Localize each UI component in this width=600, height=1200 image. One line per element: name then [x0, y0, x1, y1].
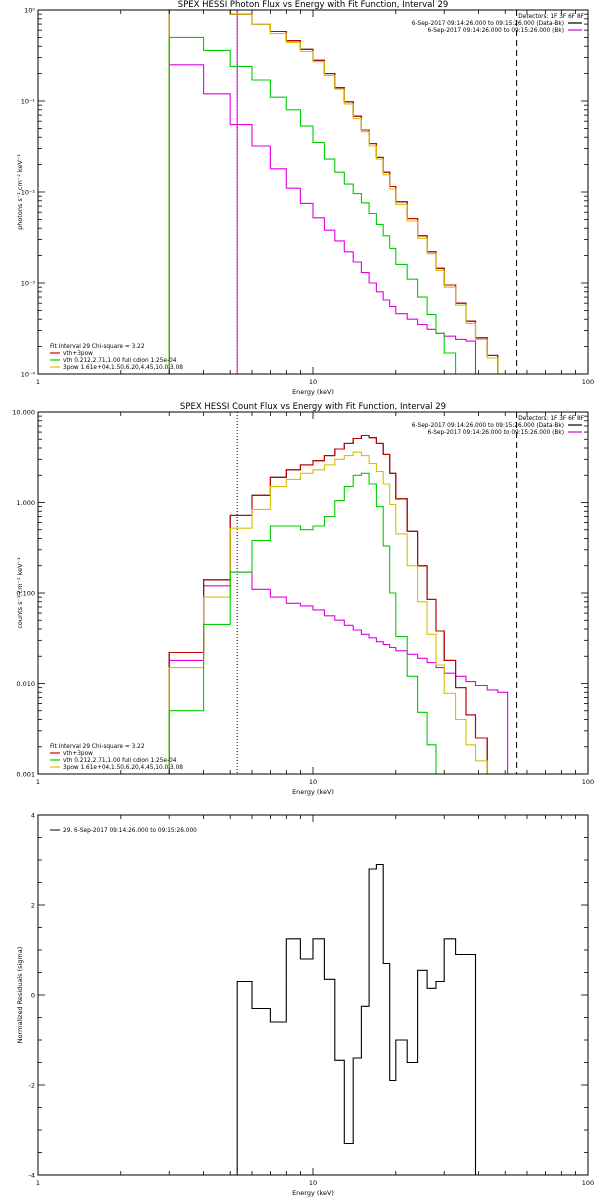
legend-label: 3pow 1.61e+04,1.50,6.20,4.45,10.0,3.08 [63, 365, 183, 371]
chart-title: SPEX HESSI Photon Flux vs Energy with Fi… [178, 0, 449, 10]
chart-title: SPEX HESSI Count Flux vs Energy with Fit… [180, 402, 446, 412]
y-tick-label: 2 [31, 902, 35, 910]
x-tick-label: 1 [36, 378, 40, 386]
y-tick-label: 10.000 [12, 409, 35, 417]
y-tick-label: 0.010 [16, 680, 35, 688]
x-tick-label: 10 [309, 1179, 317, 1187]
y-tick-label: 0.001 [16, 771, 35, 779]
detectors-label: Detectors: 1F 3F 6F 8F [518, 416, 584, 422]
x-tick-label: 100 [582, 378, 594, 386]
legend-label: vth+3pow [63, 351, 93, 357]
y-tick-label: 10⁻¹ [21, 98, 36, 106]
chart-panel-1: SPEX HESSI Photon Flux vs Energy with Fi… [16, 0, 594, 396]
x-tick-label: 10 [309, 378, 317, 386]
x-axis-label: Energy (keV) [292, 788, 334, 796]
x-tick-label: 100 [582, 1179, 594, 1187]
plot-frame [37, 9, 589, 375]
chart-panel-3: 1 10 100 Energy (keV) 4 2 0 -2 -4 Normalized Resi… [16, 812, 594, 1198]
data-series-0 [168, 64, 477, 374]
time-range-label: 6-Sep-2017 09:14:26.000 to 09:15:26.000 … [428, 430, 564, 436]
plot-frame [37, 814, 589, 1176]
time-range-label: 6-Sep-2017 09:14:26.000 to 09:15:26.000 … [412, 21, 564, 27]
y-tick-label: -2 [29, 1082, 35, 1090]
data-series-2 [168, 434, 488, 774]
series-group [168, 10, 518, 374]
data-series-3 [168, 10, 509, 374]
x-tick-label: 100 [582, 778, 594, 786]
x-axis-label: Energy (keV) [292, 1189, 334, 1197]
legend-label: vth 0.212,2.71,1.00 full cdion 1.25e-04 [63, 758, 177, 764]
legend-label: vth+3pow [63, 751, 93, 757]
chart-panel-2: SPEX HESSI Count Flux vs Energy with Fit… [12, 402, 594, 796]
legend-label: vth 0.212,2.71,1.00 full cdion 1.25e-04 [63, 358, 177, 364]
legend-label: 29. 6-Sep-2017 09:14:26.000 to 09:15:26.… [63, 828, 197, 834]
series-group [168, 412, 518, 774]
data-series-0 [236, 863, 477, 1175]
data-series-4 [168, 472, 445, 774]
time-range-label: 6-Sep-2017 09:14:26.000 to 09:15:26.000 … [428, 28, 564, 34]
data-series-3 [168, 451, 488, 774]
y-tick-label: 10⁻² [21, 189, 36, 197]
y-axis-label: Normalized Residuals (sigma) [16, 947, 24, 1044]
detectors-label: Detectors: 1F 3F 6F 8F [518, 14, 584, 20]
series-group [236, 863, 477, 1175]
x-tick-label: 10 [309, 778, 317, 786]
y-tick-label: 1.000 [16, 499, 35, 507]
y-tick-label: 10⁻³ [21, 280, 36, 288]
data-series-2 [168, 10, 509, 374]
data-series-1 [168, 10, 509, 374]
y-axis-label: counts s⁻¹ cm⁻² keV⁻¹ [16, 557, 24, 629]
data-series-4 [168, 36, 467, 374]
fit-info-label: Fit Interval 29 Chi-square = 3.22 [50, 744, 145, 750]
x-tick-label: 1 [36, 1179, 40, 1187]
x-axis-label: Energy (keV) [292, 388, 334, 396]
plot-frame [37, 411, 589, 775]
y-tick-label: 4 [31, 812, 35, 820]
data-series-0 [168, 571, 509, 774]
y-tick-label: 10⁻⁴ [21, 371, 36, 379]
y-tick-label: 0.100 [16, 590, 35, 598]
time-range-label: 6-Sep-2017 09:14:26.000 to 09:15:26.000 … [412, 423, 564, 429]
x-tick-label: 1 [36, 778, 40, 786]
y-tick-label: -4 [29, 1172, 35, 1180]
y-tick-label: 10⁰ [24, 7, 35, 15]
fit-info-label: Fit Interval 29 Chi-square = 3.22 [50, 344, 145, 350]
y-tick-label: 0 [31, 992, 35, 1000]
y-axis-label: photons s⁻¹ cm⁻² keV⁻¹ [16, 154, 24, 230]
legend-label: 3pow 1.61e+04,1.50,6.20,4.45,10.0,3.08 [63, 765, 183, 771]
